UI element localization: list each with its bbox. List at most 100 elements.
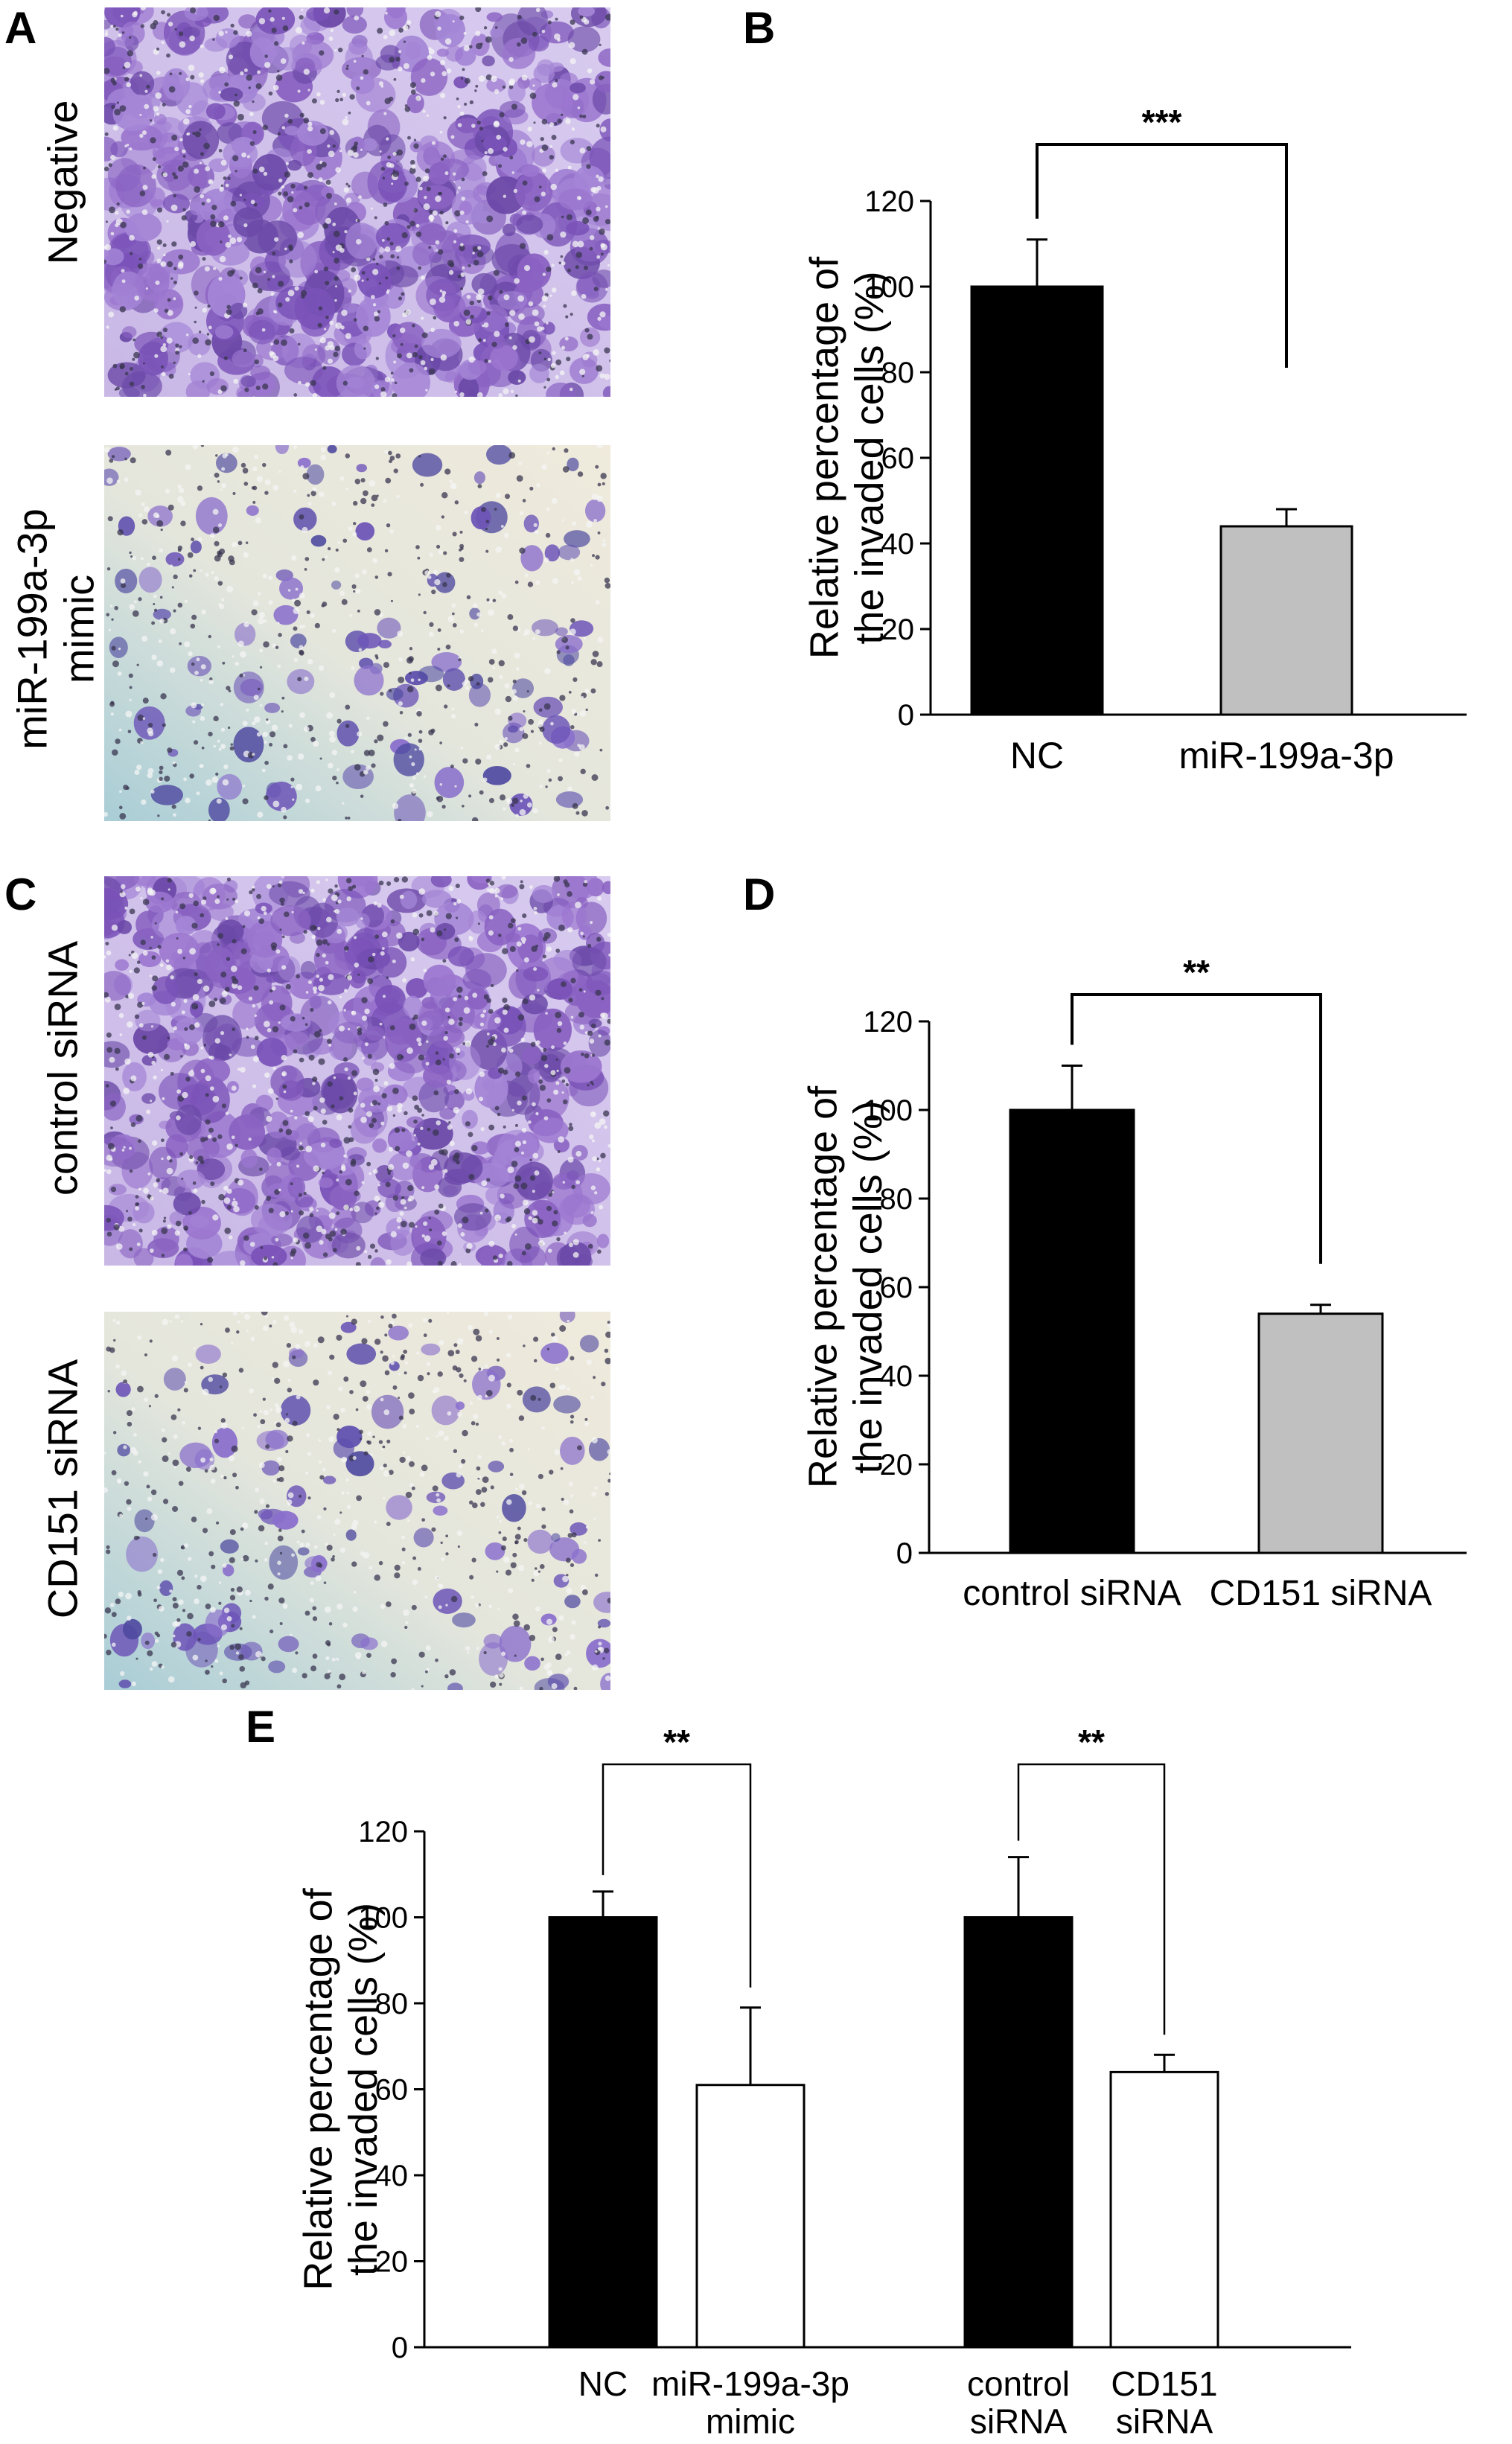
membrane-pore xyxy=(168,374,174,379)
membrane-pore xyxy=(202,1528,208,1534)
membrane-pore xyxy=(536,483,540,488)
membrane-pore xyxy=(504,736,508,741)
membrane-pore xyxy=(188,1071,195,1077)
membrane-pore xyxy=(507,613,514,620)
membrane-pore xyxy=(401,1535,406,1540)
membrane-pore xyxy=(226,304,231,310)
stained-cell xyxy=(104,248,124,266)
membrane-pore xyxy=(194,320,197,324)
membrane-pore xyxy=(460,746,464,750)
membrane-pore xyxy=(418,738,423,743)
stained-cell xyxy=(598,48,610,67)
membrane-pore xyxy=(201,746,205,750)
membrane-pore xyxy=(457,1411,462,1417)
membrane-pore xyxy=(170,204,178,211)
bar xyxy=(1109,2070,1219,2349)
membrane-pore xyxy=(361,569,367,575)
membrane-pore xyxy=(159,1189,162,1193)
membrane-pore xyxy=(397,631,403,637)
membrane-pore xyxy=(584,328,590,333)
membrane-pore xyxy=(353,1591,357,1594)
membrane-pore xyxy=(161,1228,168,1234)
membrane-pore xyxy=(211,1665,214,1668)
stained-cell xyxy=(175,1254,193,1266)
membrane-pore xyxy=(329,320,334,325)
membrane-pore xyxy=(441,805,446,809)
membrane-pore xyxy=(225,1111,229,1116)
membrane-pore xyxy=(468,356,475,363)
stained-cell xyxy=(561,902,587,931)
membrane-pore xyxy=(608,953,610,957)
membrane-pore xyxy=(378,1202,385,1208)
membrane-pore xyxy=(170,1001,176,1007)
stained-cell xyxy=(182,121,220,160)
stained-cell xyxy=(306,464,325,485)
y-axis-title-line: the invaded cells (%) xyxy=(341,1903,386,2276)
membrane-pore xyxy=(520,1182,528,1190)
membrane-pore xyxy=(604,1348,609,1353)
membrane-pore xyxy=(119,105,127,112)
membrane-pore xyxy=(411,1604,417,1610)
membrane-pore xyxy=(475,31,481,36)
membrane-pore xyxy=(137,1592,142,1597)
membrane-pore xyxy=(250,1336,255,1341)
membrane-pore xyxy=(323,1581,327,1584)
membrane-pore xyxy=(593,349,599,356)
membrane-pore xyxy=(498,1435,503,1439)
membrane-pore xyxy=(151,1661,158,1668)
stained-cell xyxy=(521,993,548,1015)
membrane-pore xyxy=(219,66,226,74)
membrane-pore xyxy=(527,581,534,587)
membrane-pore xyxy=(430,1158,438,1166)
membrane-pore xyxy=(468,264,471,268)
membrane-pore xyxy=(153,1075,157,1080)
y-tick-label: 60 xyxy=(880,1272,913,1304)
membrane-pore xyxy=(366,1390,371,1394)
membrane-pore xyxy=(208,1135,212,1139)
membrane-pore xyxy=(382,1445,386,1449)
membrane-pore xyxy=(205,779,212,786)
membrane-pore xyxy=(104,243,112,251)
membrane-pore xyxy=(371,494,378,502)
membrane-pore xyxy=(269,1000,274,1005)
membrane-pore xyxy=(396,256,400,259)
membrane-pore xyxy=(605,205,608,208)
membrane-pore xyxy=(396,932,403,939)
membrane-pore xyxy=(401,1560,406,1565)
membrane-pore xyxy=(546,946,552,952)
membrane-pore xyxy=(136,960,141,964)
membrane-pore xyxy=(200,1137,206,1143)
membrane-pore xyxy=(452,623,457,628)
membrane-pore xyxy=(269,989,273,993)
membrane-pore xyxy=(215,772,219,776)
membrane-pore xyxy=(534,196,540,202)
membrane-pore xyxy=(176,496,184,502)
membrane-pore xyxy=(407,135,411,140)
membrane-pore xyxy=(426,1362,431,1366)
membrane-pore xyxy=(264,479,271,485)
membrane-pore xyxy=(292,1355,296,1359)
membrane-pore xyxy=(182,1421,186,1425)
membrane-pore xyxy=(147,1172,151,1175)
membrane-pore xyxy=(477,1455,482,1460)
membrane-pore xyxy=(361,997,368,1004)
membrane-pore xyxy=(267,1088,274,1094)
membrane-pore xyxy=(193,569,197,572)
membrane-pore xyxy=(499,290,503,294)
membrane-pore xyxy=(173,574,178,580)
membrane-pore xyxy=(533,967,538,971)
stained-cell xyxy=(370,1257,386,1266)
membrane-pore xyxy=(337,540,341,544)
membrane-pore xyxy=(382,176,386,179)
membrane-pore xyxy=(591,1053,596,1057)
membrane-pore xyxy=(264,740,267,744)
membrane-pore xyxy=(384,246,391,252)
membrane-pore xyxy=(514,1140,521,1147)
stained-cell xyxy=(115,959,130,971)
membrane-pore xyxy=(252,466,258,472)
membrane-pore xyxy=(104,1633,107,1639)
bar xyxy=(963,1916,1074,2349)
membrane-pore xyxy=(174,1620,181,1627)
membrane-pore xyxy=(415,231,422,237)
membrane-pore xyxy=(269,17,275,22)
